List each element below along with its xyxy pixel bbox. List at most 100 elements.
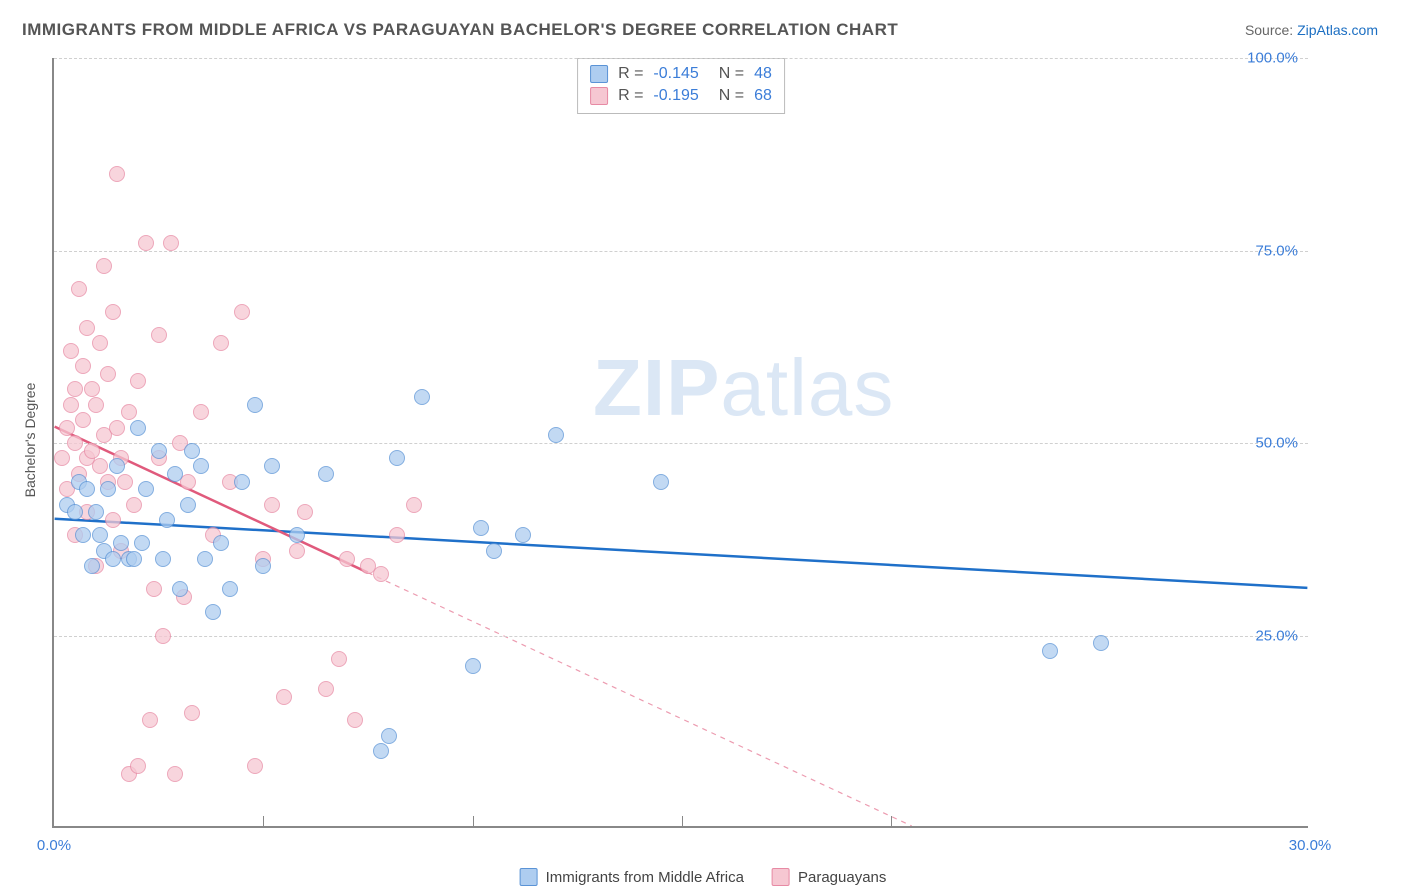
y-tick-label: 25.0% xyxy=(1255,627,1298,644)
legend-swatch xyxy=(590,87,608,105)
data-point xyxy=(155,628,171,644)
data-point xyxy=(184,443,200,459)
x-tick-mark xyxy=(473,816,474,826)
data-point xyxy=(109,166,125,182)
x-tick-mark xyxy=(682,816,683,826)
data-point xyxy=(155,551,171,567)
data-point xyxy=(381,728,397,744)
data-point xyxy=(264,458,280,474)
data-point xyxy=(67,381,83,397)
data-point xyxy=(159,512,175,528)
data-point xyxy=(63,397,79,413)
data-point xyxy=(100,366,116,382)
data-point xyxy=(205,604,221,620)
data-point xyxy=(264,497,280,513)
data-point xyxy=(465,658,481,674)
data-point xyxy=(67,435,83,451)
legend-r-label: R = xyxy=(618,63,643,85)
legend-swatch xyxy=(590,65,608,83)
data-point xyxy=(96,258,112,274)
data-point xyxy=(63,343,79,359)
source-label: Source: ZipAtlas.com xyxy=(1245,22,1378,38)
data-point xyxy=(130,373,146,389)
gridline xyxy=(54,443,1308,444)
x-tick-mark xyxy=(891,816,892,826)
data-point xyxy=(339,551,355,567)
data-point xyxy=(234,304,250,320)
data-point xyxy=(92,527,108,543)
legend-item: Immigrants from Middle Africa xyxy=(520,868,744,886)
data-point xyxy=(548,427,564,443)
data-point xyxy=(126,497,142,513)
data-point xyxy=(138,481,154,497)
legend-label: Paraguayans xyxy=(798,869,886,886)
legend-item: Paraguayans xyxy=(772,868,886,886)
data-point xyxy=(414,389,430,405)
data-point xyxy=(84,443,100,459)
data-point xyxy=(389,527,405,543)
data-point xyxy=(163,235,179,251)
data-point xyxy=(213,335,229,351)
legend-r-value: -0.195 xyxy=(653,85,698,107)
data-point xyxy=(75,358,91,374)
data-point xyxy=(79,320,95,336)
data-point xyxy=(88,504,104,520)
data-point xyxy=(130,420,146,436)
data-point xyxy=(234,474,250,490)
legend-n-value: 48 xyxy=(754,63,772,85)
watermark-atlas: atlas xyxy=(720,343,894,432)
data-point xyxy=(113,535,129,551)
data-point xyxy=(318,466,334,482)
data-point xyxy=(59,420,75,436)
data-point xyxy=(146,581,162,597)
data-point xyxy=(389,450,405,466)
data-point xyxy=(167,466,183,482)
data-point xyxy=(406,497,422,513)
legend-n-value: 68 xyxy=(754,85,772,107)
data-point xyxy=(373,566,389,582)
data-point xyxy=(1093,635,1109,651)
data-point xyxy=(255,558,271,574)
data-point xyxy=(105,304,121,320)
legend-n-label: N = xyxy=(719,63,744,85)
data-point xyxy=(109,458,125,474)
legend-swatch xyxy=(772,868,790,886)
data-point xyxy=(486,543,502,559)
data-point xyxy=(653,474,669,490)
data-point xyxy=(121,404,137,420)
data-point xyxy=(54,450,70,466)
data-point xyxy=(75,412,91,428)
data-point xyxy=(105,551,121,567)
legend-r-value: -0.145 xyxy=(653,63,698,85)
stats-legend-row: R = -0.145 N = 48 xyxy=(590,63,772,85)
trend-line xyxy=(55,519,1308,588)
legend-label: Immigrants from Middle Africa xyxy=(546,869,744,886)
data-point xyxy=(276,689,292,705)
data-point xyxy=(92,335,108,351)
data-point xyxy=(247,397,263,413)
source-prefix: Source: xyxy=(1245,22,1293,38)
trend-line-extrapolated xyxy=(368,573,912,826)
data-point xyxy=(473,520,489,536)
stats-legend: R = -0.145 N = 48R = -0.195 N = 68 xyxy=(577,58,785,114)
data-point xyxy=(172,581,188,597)
gridline xyxy=(54,251,1308,252)
data-point xyxy=(373,743,389,759)
data-point xyxy=(213,535,229,551)
x-tick-label: 30.0% xyxy=(1289,837,1332,854)
gridline xyxy=(54,636,1308,637)
data-point xyxy=(88,397,104,413)
chart-title: IMMIGRANTS FROM MIDDLE AFRICA VS PARAGUA… xyxy=(22,20,898,40)
data-point xyxy=(105,512,121,528)
source-link[interactable]: ZipAtlas.com xyxy=(1297,22,1378,38)
data-point xyxy=(84,381,100,397)
legend-r-label: R = xyxy=(618,85,643,107)
data-point xyxy=(222,581,238,597)
y-tick-label: 50.0% xyxy=(1255,435,1298,452)
data-point xyxy=(515,527,531,543)
y-tick-label: 100.0% xyxy=(1247,50,1298,67)
data-point xyxy=(289,543,305,559)
data-point xyxy=(289,527,305,543)
chart-area: ZIPatlas R =-0.145N =48R =-0.195N =68 25… xyxy=(52,58,1308,828)
data-point xyxy=(193,404,209,420)
